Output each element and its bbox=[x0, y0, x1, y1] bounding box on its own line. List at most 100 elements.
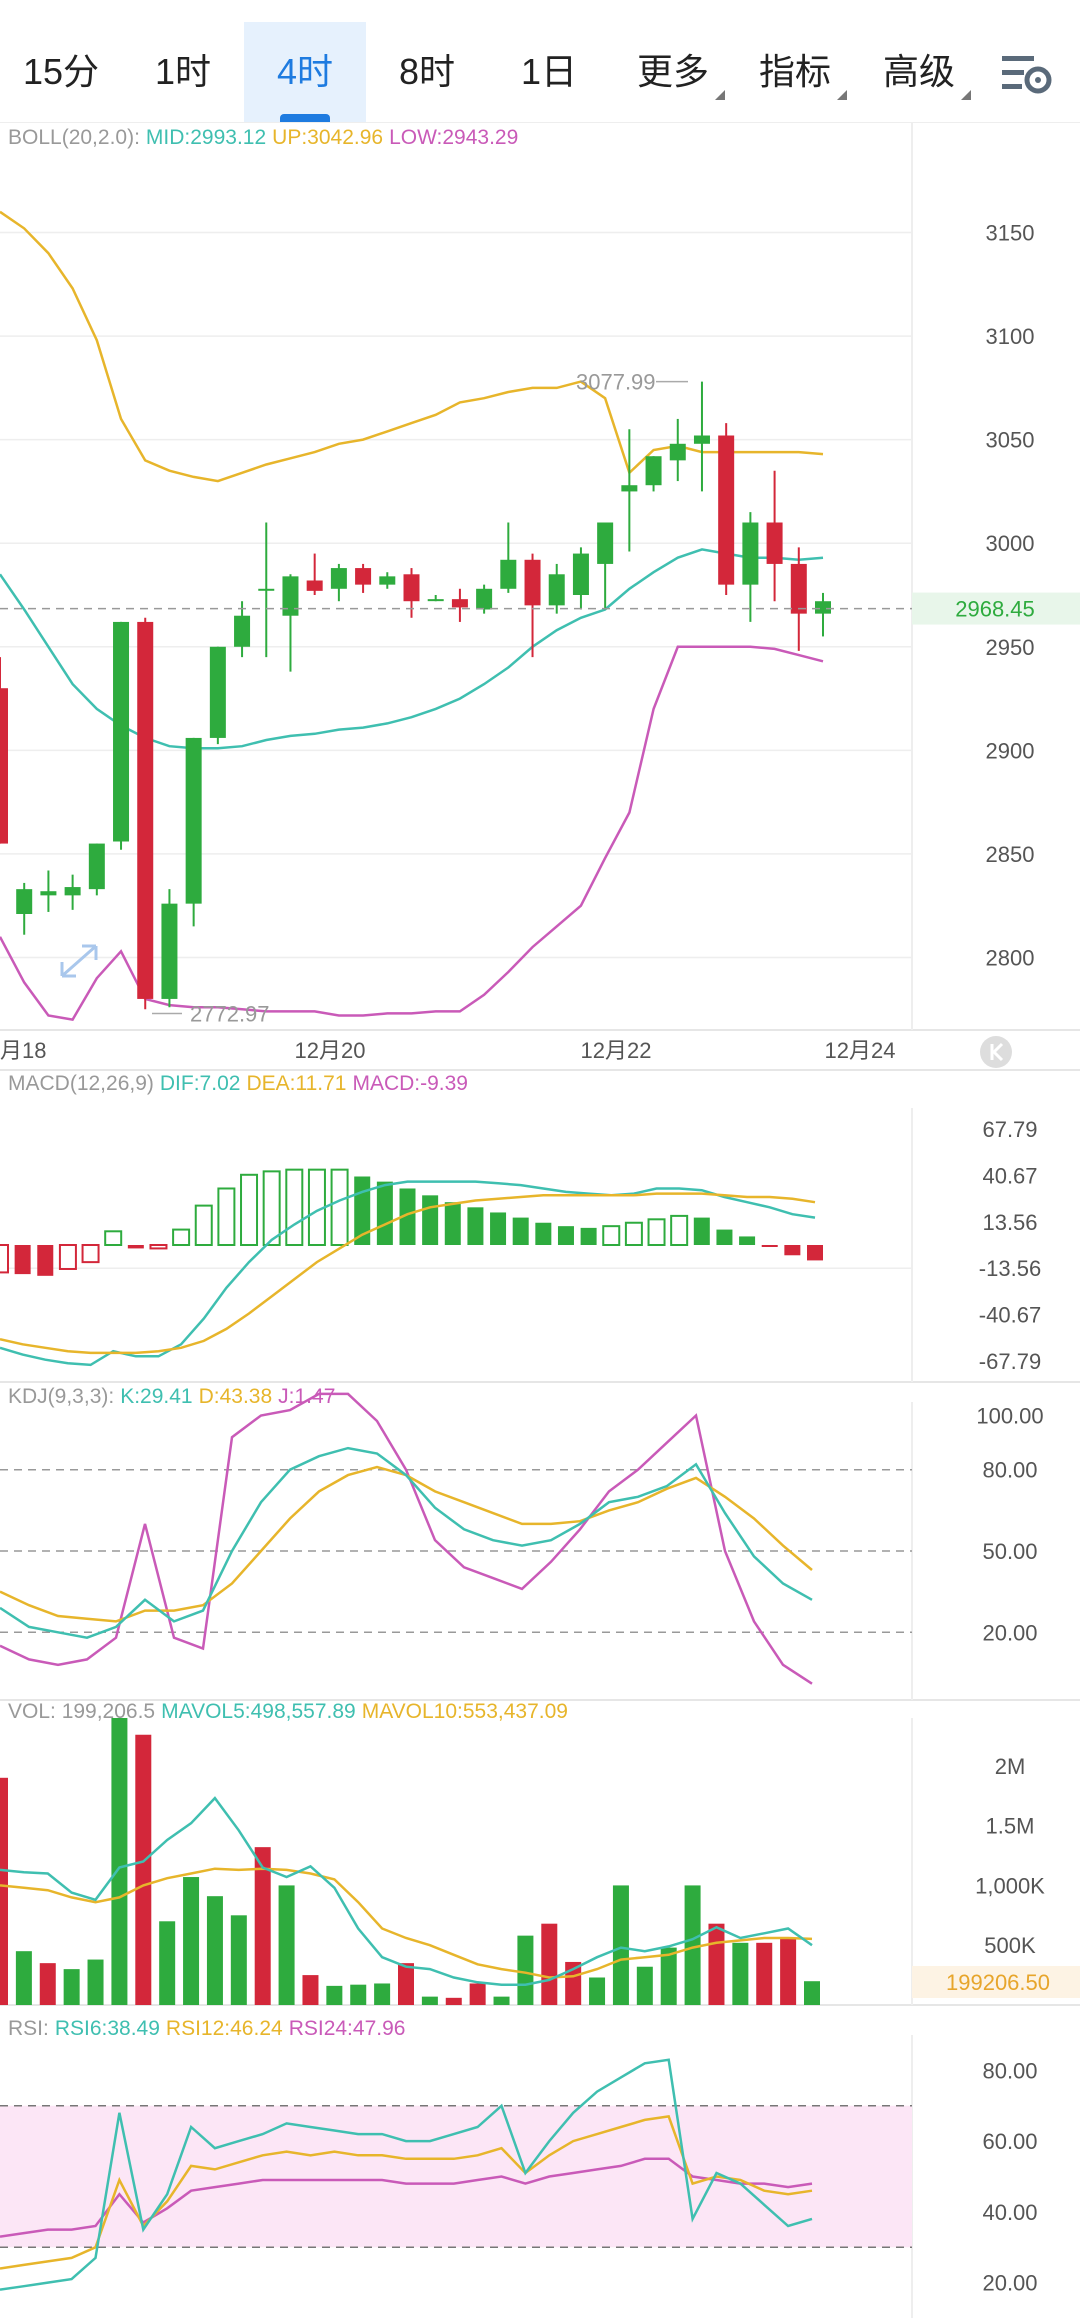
candle-body bbox=[790, 563, 807, 614]
candle-body bbox=[742, 522, 759, 585]
volume-bar bbox=[254, 1847, 271, 2005]
boll-mid: MID:2993.12 bbox=[145, 126, 267, 149]
macd-histogram-bar bbox=[240, 1173, 259, 1246]
candle-body bbox=[379, 576, 396, 585]
volume-bar bbox=[589, 1977, 606, 2005]
x-tick-label: 月18 bbox=[0, 1038, 46, 1063]
current-volume-badge bbox=[912, 1966, 1080, 1998]
expand-icon[interactable] bbox=[60, 944, 98, 978]
macd-histogram-bar bbox=[490, 1212, 507, 1245]
tab-more[interactable]: 更多 bbox=[620, 22, 742, 122]
candle-body bbox=[427, 599, 444, 602]
y-tick-label: 3000 bbox=[986, 531, 1035, 556]
y-tick-label: 2900 bbox=[986, 738, 1035, 763]
candle-body bbox=[572, 553, 589, 595]
vol-ma10: MAVOL10:553,437.09 bbox=[361, 1700, 568, 1723]
scroll-to-latest-icon[interactable] bbox=[980, 1036, 1012, 1068]
tab-8h[interactable]: 8时 bbox=[398, 51, 456, 92]
volume-bar bbox=[0, 1777, 8, 2005]
y-tick-label: 2M bbox=[995, 1754, 1026, 1779]
tab-15min[interactable]: 15分 bbox=[22, 51, 100, 92]
volume-bar bbox=[445, 1997, 462, 2005]
volume-bar bbox=[302, 1975, 319, 2005]
candle-body bbox=[693, 435, 710, 444]
vol-header: VOL: 199,206.5 MAVOL5:498,557.89 MAVOL10:5… bbox=[8, 1700, 574, 1724]
macd-histogram-bar bbox=[422, 1195, 439, 1245]
x-tick-label: 12月24 bbox=[825, 1038, 896, 1063]
volume-bar bbox=[660, 1947, 677, 2005]
boll-header: BOLL(20,2.0): MID:2993.12 UP:3042.96 LOW:29… bbox=[8, 126, 524, 150]
y-tick-label: 2850 bbox=[986, 842, 1035, 867]
candle-body bbox=[500, 559, 517, 589]
tab-4h[interactable]: 4时 bbox=[244, 22, 366, 122]
rsi-12: RSI12:46.24 bbox=[165, 2017, 283, 2040]
y-tick-label: 3150 bbox=[986, 221, 1035, 246]
candle-body bbox=[330, 568, 347, 589]
boll-mid-line bbox=[0, 548, 824, 750]
candle-body bbox=[718, 435, 735, 585]
macd-histogram-bar bbox=[467, 1207, 484, 1245]
rsi-6: RSI6:38.49 bbox=[54, 2017, 160, 2040]
volume-bar bbox=[493, 1996, 510, 2005]
macd-histogram-bar bbox=[285, 1168, 304, 1247]
y-tick-label: 2800 bbox=[986, 946, 1035, 971]
volume-bar bbox=[183, 1877, 200, 2005]
macd-histogram-bar bbox=[104, 1230, 123, 1247]
macd-histogram-bar bbox=[217, 1187, 236, 1247]
tab-advanced[interactable]: 高级 bbox=[866, 22, 988, 122]
candle-body bbox=[669, 443, 686, 461]
volume-bar bbox=[780, 1938, 797, 2005]
kdj-d-line bbox=[0, 1465, 813, 1623]
macd-histogram-bar bbox=[557, 1226, 574, 1245]
y-tick-label: 1.5M bbox=[986, 1814, 1035, 1839]
macd-histogram-bar bbox=[716, 1229, 733, 1245]
macd-name: MACD(12,26,9) bbox=[8, 1072, 154, 1095]
macd-dif-line bbox=[0, 1180, 816, 1367]
scroll-button-arrow bbox=[990, 1042, 1004, 1062]
high-price-label: 3077.99 bbox=[576, 370, 656, 395]
candle-body bbox=[185, 737, 202, 904]
rsi-header: RSI: RSI6:38.49 RSI12:46.24 RSI24:47.96 bbox=[8, 2017, 411, 2041]
candle-body bbox=[88, 843, 105, 890]
tab-1d[interactable]: 1日 bbox=[520, 51, 578, 92]
candle-body bbox=[282, 576, 299, 616]
macd-histogram-bar bbox=[444, 1202, 461, 1245]
y-tick-label: 2950 bbox=[986, 635, 1035, 660]
candle-body bbox=[403, 574, 420, 602]
tab-1h[interactable]: 1时 bbox=[154, 51, 212, 92]
macd-histogram-bar bbox=[376, 1181, 393, 1245]
tab-indicators[interactable]: 指标 bbox=[742, 22, 864, 122]
volume-bar bbox=[756, 1942, 773, 2005]
vol-name: VOL: 199,206.5 bbox=[8, 1700, 156, 1723]
dropdown-triangle-icon bbox=[961, 90, 971, 100]
volume-bar bbox=[636, 1966, 653, 2005]
boll-up: UP:3042.96 bbox=[272, 126, 384, 149]
candle-body bbox=[306, 580, 323, 591]
macd-histogram-bar bbox=[81, 1244, 100, 1264]
candle-body bbox=[766, 522, 783, 564]
candle-body bbox=[40, 891, 57, 896]
macd-histogram-bar bbox=[807, 1245, 823, 1261]
candle-body bbox=[645, 456, 662, 486]
y-tick-label: 50.00 bbox=[982, 1539, 1037, 1564]
dropdown-triangle-icon bbox=[715, 90, 725, 100]
y-tick-label: 1,000K bbox=[975, 1873, 1045, 1898]
y-tick-label: -13.56 bbox=[979, 1256, 1041, 1281]
kdj-d: D:43.38 bbox=[198, 1385, 273, 1408]
dropdown-triangle-icon bbox=[837, 90, 847, 100]
y-tick-label: -67.79 bbox=[979, 1349, 1041, 1374]
active-tab-indicator bbox=[280, 114, 330, 122]
macd-histogram-bar bbox=[262, 1170, 281, 1247]
volume-bar bbox=[565, 1961, 582, 2005]
chart-settings-icon[interactable] bbox=[1000, 52, 1054, 96]
y-tick-label: -40.67 bbox=[979, 1303, 1041, 1328]
macd-histogram-bar bbox=[693, 1217, 710, 1245]
macd-histogram-bar bbox=[127, 1245, 144, 1249]
volume-bar bbox=[517, 1935, 534, 2005]
candle-body bbox=[621, 485, 638, 492]
kdj-j: J:1.47 bbox=[278, 1385, 336, 1408]
macd-histogram-bar bbox=[624, 1221, 643, 1247]
macd-histogram-bar bbox=[602, 1225, 621, 1246]
candle-body bbox=[476, 588, 493, 610]
